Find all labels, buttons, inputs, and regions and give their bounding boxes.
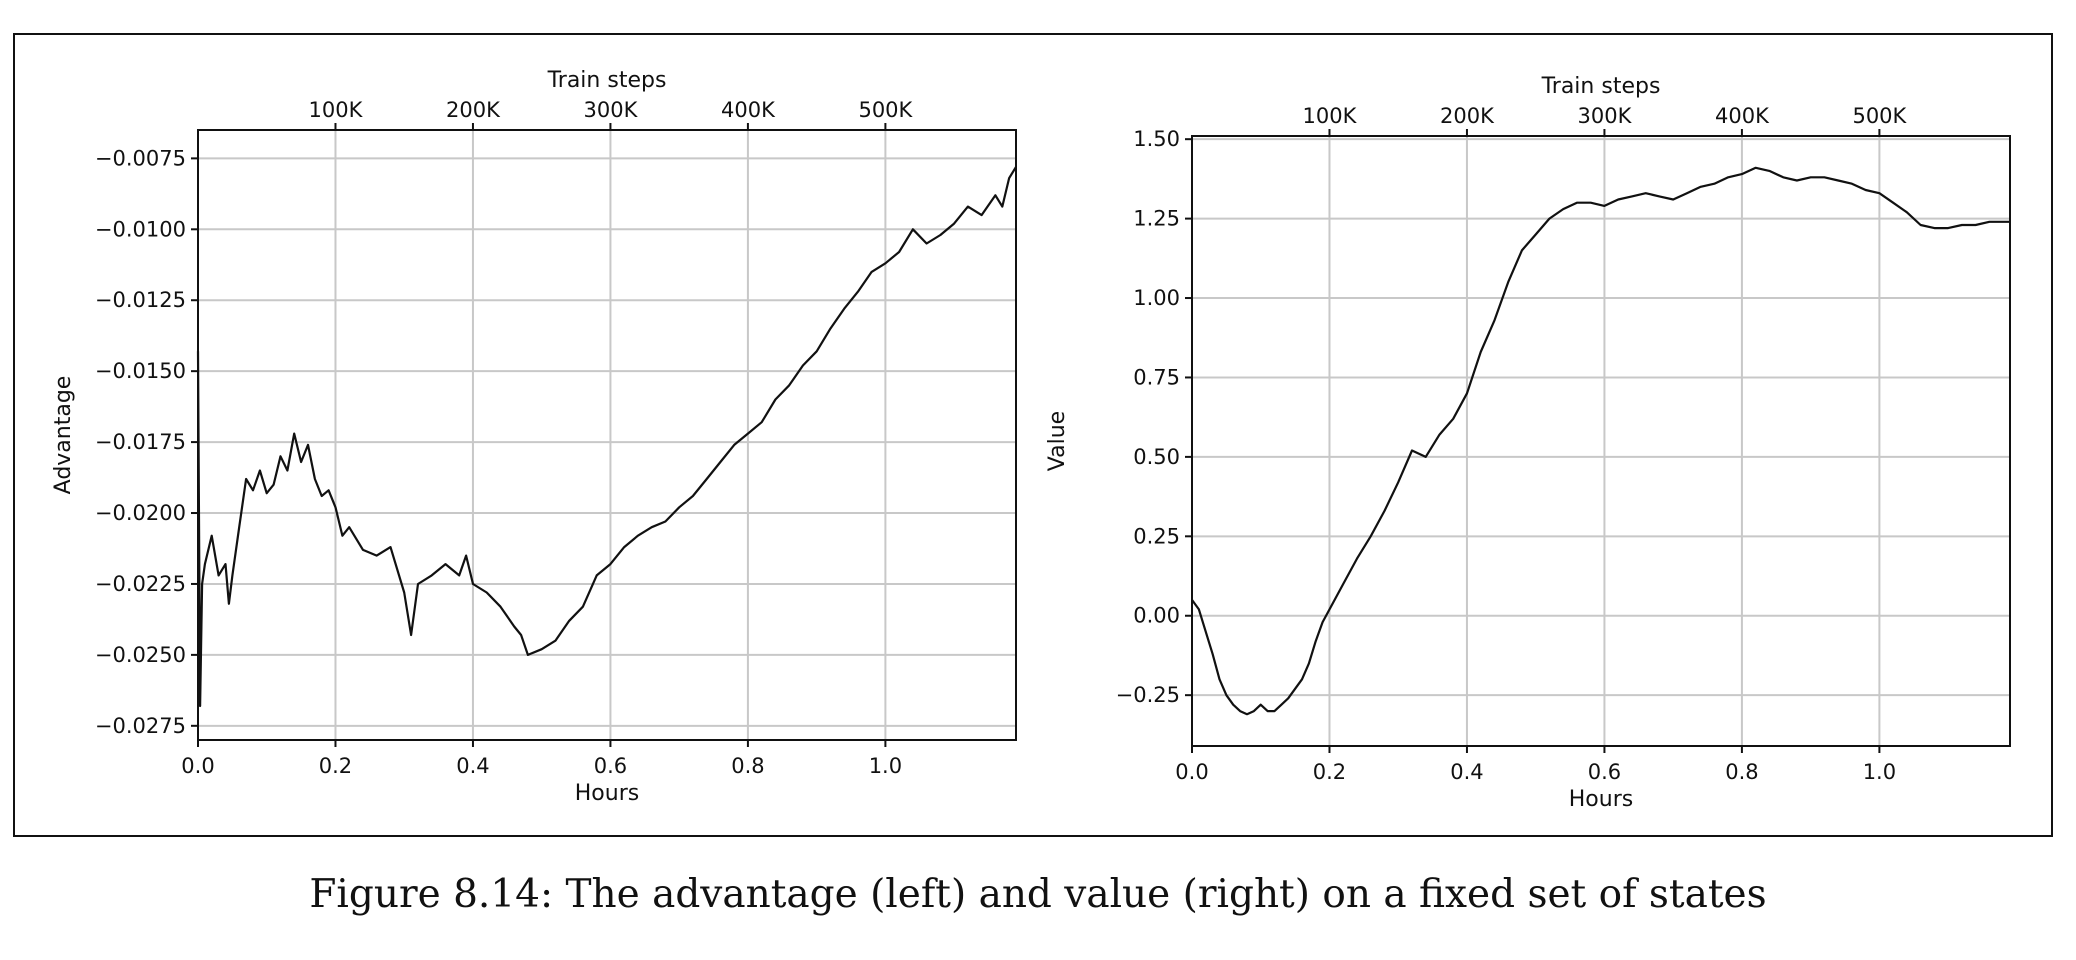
value-y-tick-label: −0.25	[1116, 683, 1180, 707]
advantage-x-tick-label: 0.2	[319, 754, 352, 778]
value-x-axis-label: Hours	[1569, 787, 1633, 812]
advantage-chart: 0.0 0.2 0.4 0.6 0.8 1.0 −0.0075 −0.0100 −0.0125 −…	[51, 68, 1017, 806]
value-y-tick-label: 1.50	[1133, 127, 1180, 151]
value-series-line	[1191, 166, 2010, 716]
advantage-x-tick-label: 1.0	[869, 754, 902, 778]
value-x-tick-label: 0.6	[1588, 760, 1621, 784]
value-y-axis-label: Value	[1045, 411, 1070, 471]
value-y-tick-label: 1.00	[1133, 286, 1180, 310]
value-y-tick-label: 0.75	[1133, 365, 1180, 389]
advantage-top-tick-label: 200K	[446, 98, 501, 122]
figure-frame	[13, 33, 2053, 837]
advantage-x-tick-label: 0.6	[594, 754, 627, 778]
value-top-tick-label: 100K	[1303, 104, 1358, 128]
advantage-y-tick-label: −0.0125	[95, 288, 186, 312]
advantage-x-tick-label: 0.4	[456, 754, 489, 778]
advantage-top-tick-label: 400K	[721, 98, 776, 122]
advantage-y-tick-label: −0.0200	[95, 501, 186, 525]
value-x-tick-label: 0.8	[1725, 760, 1758, 784]
advantage-y-tick-label: −0.0150	[95, 359, 186, 383]
advantage-y-tick-label: −0.0175	[95, 430, 186, 454]
value-x-tick-label: 0.0	[1175, 760, 1208, 784]
value-x-tick-label: 0.4	[1450, 760, 1483, 784]
value-top-tick-label: 200K	[1440, 104, 1495, 128]
value-y-tick-label: 0.25	[1133, 524, 1180, 548]
advantage-y-tick-label: −0.0075	[95, 146, 186, 170]
advantage-top-tick-label: 500K	[858, 98, 913, 122]
advantage-y-tick-label: −0.0275	[95, 714, 186, 738]
advantage-y-tick-label: −0.0250	[95, 643, 186, 667]
value-y-tick-label: 1.25	[1133, 207, 1180, 231]
advantage-y-tick-label: −0.0225	[95, 572, 186, 596]
value-y-tick-label: 0.50	[1133, 445, 1180, 469]
value-top-axis-label: Train steps	[1541, 74, 1661, 99]
advantage-series-line	[196, 166, 1017, 708]
value-x-tick-label: 1.0	[1863, 760, 1896, 784]
value-chart: 0.0 0.2 0.4 0.6 0.8 1.0 1.50 1.25 1.00 0.75 0.50 0.…	[1045, 74, 2011, 812]
value-top-tick-label: 400K	[1715, 104, 1770, 128]
advantage-top-axis-label: Train steps	[547, 68, 667, 93]
advantage-y-tick-label: −0.0100	[95, 217, 186, 241]
advantage-top-tick-label: 300K	[584, 98, 639, 122]
figure-caption: Figure 8.14: The advantage (left) and va…	[309, 872, 1767, 917]
advantage-top-tick-label: 100K	[309, 98, 364, 122]
advantage-x-axis-label: Hours	[575, 781, 639, 806]
value-top-tick-label: 300K	[1578, 104, 1633, 128]
advantage-y-axis-label: Advantage	[51, 376, 76, 495]
advantage-x-tick-label: 0.8	[731, 754, 764, 778]
advantage-x-tick-label: 0.0	[181, 754, 214, 778]
value-plot-frame	[1191, 135, 2011, 747]
advantage-plot-frame	[197, 129, 1017, 741]
value-top-tick-label: 500K	[1852, 104, 1907, 128]
value-x-tick-label: 0.2	[1313, 760, 1346, 784]
value-y-tick-label: 0.00	[1133, 604, 1180, 628]
